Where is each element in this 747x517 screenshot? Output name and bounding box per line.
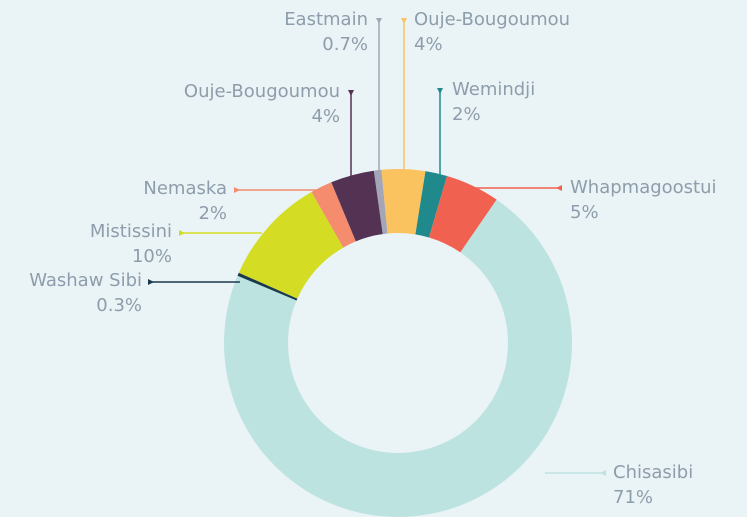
slice-value-label: 2%	[452, 104, 481, 125]
slice-value-label: 10%	[132, 246, 172, 267]
slice-label: Ouje-Bougoumou	[184, 81, 340, 102]
leader-arrow	[234, 187, 240, 193]
donut-slice	[373, 169, 388, 235]
slice-value-label: 0.3%	[96, 295, 142, 316]
leader-arrow	[148, 279, 154, 285]
slice-label: Ouje-Bougoumou	[414, 9, 570, 30]
donut-slice	[237, 272, 298, 301]
donut-slice	[381, 169, 426, 235]
slice-value-label: 4%	[311, 106, 340, 127]
donut-slice	[311, 182, 356, 248]
donut-slice	[223, 199, 572, 517]
slice-label: Wemindji	[452, 79, 535, 100]
slice-label: Nemaska	[143, 178, 227, 199]
donut-slice	[428, 176, 497, 253]
slice-value-label: 2%	[198, 203, 227, 224]
leader-arrow	[348, 90, 354, 96]
leader-arrow	[179, 230, 185, 236]
slice-value-label: 4%	[414, 34, 443, 55]
leader-arrow	[376, 18, 382, 24]
donut-slice	[415, 171, 448, 238]
slice-label: Chisasibi	[613, 462, 693, 483]
slice-label: Washaw Sibi	[29, 270, 142, 291]
leader-arrow	[600, 470, 606, 476]
slice-label: Eastmain	[284, 9, 368, 30]
leader-arrow	[556, 185, 562, 191]
slice-label: Whapmagoostui	[570, 177, 717, 198]
slice-value-label: 71%	[613, 487, 653, 508]
donut-slice	[238, 192, 344, 299]
donut-slice	[331, 170, 383, 242]
slice-value-label: 0.7%	[322, 34, 368, 55]
leader-arrow	[401, 18, 407, 24]
leader-arrow	[437, 88, 443, 94]
slice-label: Mistissini	[90, 221, 172, 242]
slice-value-label: 5%	[570, 202, 599, 223]
